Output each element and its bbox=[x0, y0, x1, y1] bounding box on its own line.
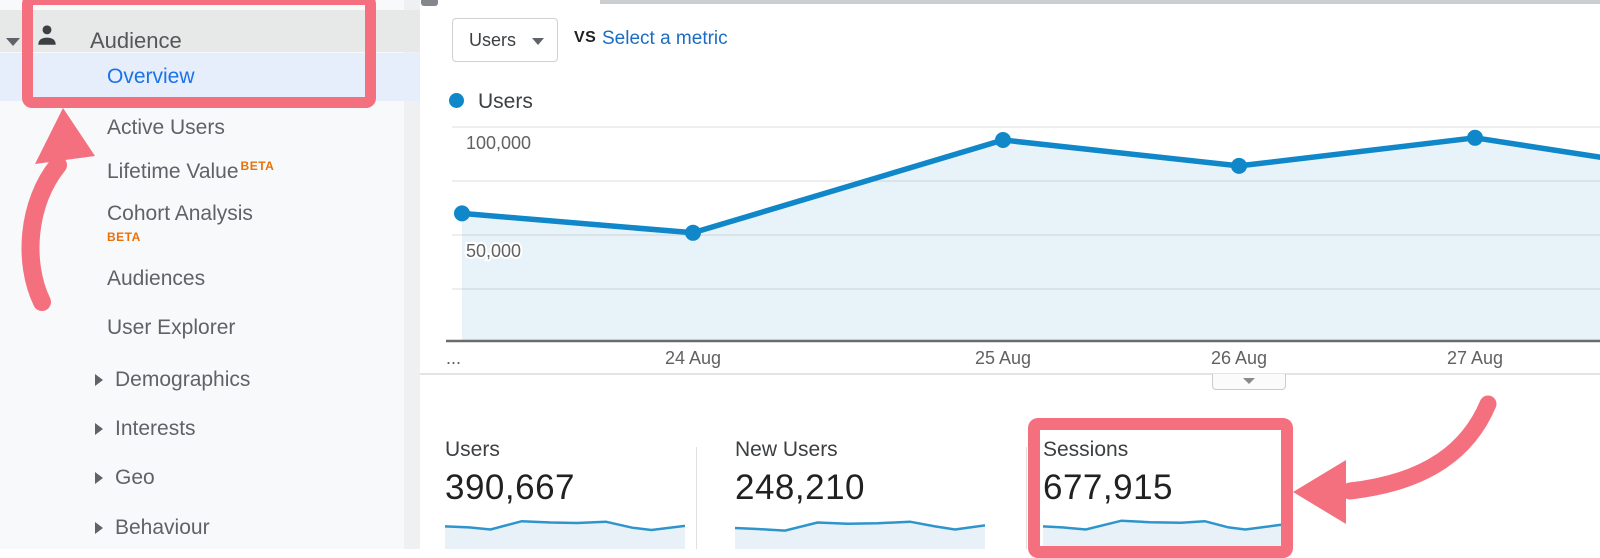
legend-series-label: Users bbox=[478, 90, 533, 113]
select-a-metric-link[interactable]: Select a metric bbox=[602, 28, 728, 49]
metric-card-label: New Users bbox=[735, 438, 838, 461]
collapse-caret-icon[interactable] bbox=[6, 38, 20, 46]
sidebar-item-audiences[interactable]: Audiences bbox=[0, 259, 420, 299]
chevron-right-icon bbox=[95, 423, 103, 435]
metric-card-sparkline bbox=[1043, 519, 1281, 549]
chevron-right-icon bbox=[95, 374, 103, 386]
metric-selector-value: Users bbox=[469, 30, 517, 50]
cropped-tab-stub bbox=[421, 0, 438, 6]
metric-card-value: 248,210 bbox=[735, 468, 866, 507]
beta-badge: BETA bbox=[107, 230, 141, 244]
sidebar-item-label: Geo bbox=[115, 466, 155, 489]
metric-card-sparkline bbox=[735, 520, 985, 549]
sidebar-section-label: Audience bbox=[90, 28, 182, 53]
sidebar-item-label: Demographics bbox=[115, 368, 251, 391]
sidebar: Audience Overview Active Users Lifetime Va… bbox=[0, 0, 420, 549]
chevron-down-icon bbox=[532, 38, 544, 45]
sidebar-item-lifetime-value[interactable]: Lifetime Value BETA bbox=[0, 152, 420, 192]
sidebar-section-audience[interactable]: Audience bbox=[0, 10, 420, 53]
sidebar-item-label: Audiences bbox=[107, 267, 206, 290]
sidebar-item-label: User Explorer bbox=[107, 316, 236, 339]
metric-selector-dropdown[interactable]: Users bbox=[452, 18, 558, 62]
svg-text:25 Aug: 25 Aug bbox=[975, 348, 1031, 368]
card-divider bbox=[696, 447, 697, 549]
metric-card-value: 677,915 bbox=[1043, 468, 1174, 507]
legend-series-dot bbox=[449, 93, 464, 108]
sidebar-scrollbar-track[interactable] bbox=[404, 0, 420, 549]
svg-text:27 Aug: 27 Aug bbox=[1447, 348, 1503, 368]
sidebar-item-user-explorer[interactable]: User Explorer bbox=[0, 308, 420, 348]
vs-label: VS bbox=[574, 29, 597, 46]
svg-text:50,000: 50,000 bbox=[466, 241, 521, 261]
sidebar-item-label: Interests bbox=[115, 417, 196, 440]
svg-text:24 Aug: 24 Aug bbox=[665, 348, 721, 368]
metric-card-users[interactable]: Users 390,667 bbox=[445, 438, 685, 549]
person-icon bbox=[34, 22, 60, 53]
metric-card-sessions[interactable]: Sessions 677,915 bbox=[1043, 438, 1281, 549]
card-divider bbox=[1026, 447, 1027, 549]
chevron-down-icon bbox=[1243, 378, 1255, 384]
metric-card-new-users[interactable]: New Users 248,210 bbox=[735, 438, 985, 549]
sidebar-item-interests[interactable]: Interests bbox=[0, 409, 420, 449]
sidebar-item-geo[interactable]: Geo bbox=[0, 458, 420, 498]
sidebar-item-label: Lifetime Value bbox=[107, 160, 239, 183]
sidebar-item-overview[interactable]: Overview bbox=[0, 53, 420, 101]
chevron-right-icon bbox=[95, 522, 103, 534]
metric-card-sparkline bbox=[445, 519, 685, 549]
sidebar-item-label: Behaviour bbox=[115, 516, 210, 539]
beta-badge: BETA bbox=[240, 159, 275, 173]
metric-card-value: 390,667 bbox=[445, 468, 576, 507]
cropped-toolbar-edge bbox=[600, 0, 1600, 4]
sidebar-item-demographics[interactable]: Demographics bbox=[0, 360, 420, 400]
sidebar-item-cohort-analysis[interactable]: Cohort Analysis bbox=[0, 194, 420, 234]
sidebar-item-label: Active Users bbox=[107, 116, 225, 139]
svg-text:26 Aug: 26 Aug bbox=[1211, 348, 1267, 368]
svg-text:100,000: 100,000 bbox=[466, 133, 531, 153]
sidebar-item-label: Overview bbox=[107, 65, 195, 88]
metric-card-label: Sessions bbox=[1043, 438, 1129, 461]
svg-text:...: ... bbox=[446, 348, 461, 368]
metric-card-label: Users bbox=[445, 438, 500, 461]
chevron-right-icon bbox=[95, 472, 103, 484]
sidebar-item-active-users[interactable]: Active Users bbox=[0, 108, 420, 148]
timeline-collapse-button[interactable] bbox=[1212, 374, 1286, 390]
sidebar-item-label: Cohort Analysis bbox=[107, 202, 253, 225]
sidebar-item-behaviour[interactable]: Behaviour bbox=[0, 508, 420, 548]
